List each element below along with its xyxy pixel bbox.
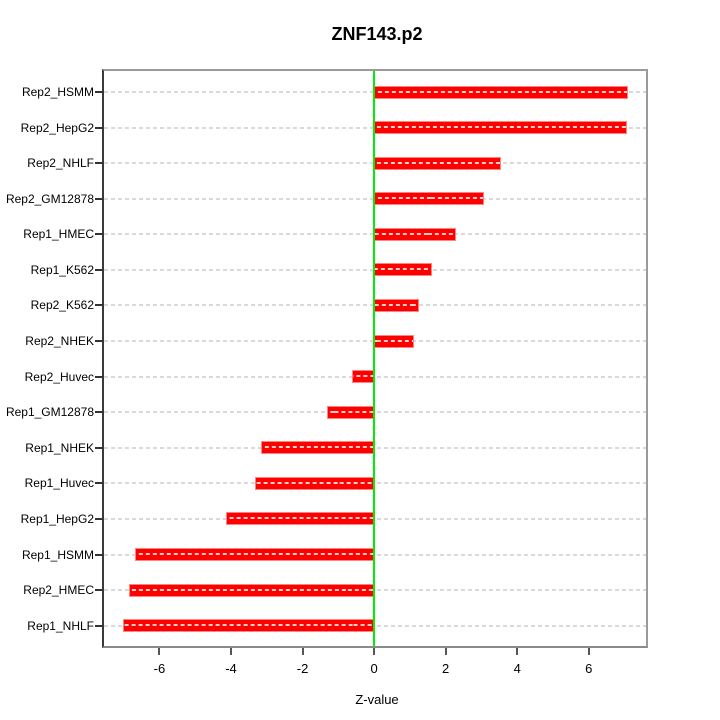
- bar: [374, 122, 626, 134]
- bar: [262, 442, 375, 454]
- y-tick-mark: [95, 589, 103, 592]
- x-tick-mark: [158, 648, 161, 655]
- y-axis-label: Rep1_NHEK: [25, 440, 94, 455]
- bar: [124, 620, 375, 632]
- x-tick-mark: [516, 648, 519, 655]
- bar: [374, 228, 455, 240]
- bar-dash-pattern: [374, 126, 626, 129]
- y-tick-mark: [95, 517, 103, 520]
- y-axis-label: Rep1_NHLF: [27, 618, 94, 633]
- bar-dash-pattern: [374, 339, 414, 342]
- y-axis-label: Rep1_HSMM: [21, 547, 94, 562]
- x-tick-mark: [230, 648, 232, 655]
- y-axis-label: Rep2_GM12878: [5, 191, 94, 206]
- y-tick-mark: [95, 624, 103, 627]
- bar-dash-pattern: [374, 232, 455, 235]
- zero-line: [373, 71, 376, 646]
- x-tick-label: 0: [370, 661, 378, 676]
- y-tick-mark: [95, 340, 103, 343]
- bar-dash-pattern: [124, 624, 375, 627]
- y-axis-label: Rep1_HMEC: [23, 227, 94, 242]
- x-tick-label: 6: [585, 661, 593, 676]
- bar-dash-pattern: [256, 481, 375, 484]
- bar-dash-pattern: [262, 446, 375, 449]
- y-tick-mark: [95, 197, 103, 200]
- bar-dash-pattern: [352, 375, 375, 378]
- y-tick-mark: [95, 233, 103, 236]
- bar: [374, 299, 419, 311]
- y-axis-label: Rep2_K562: [30, 298, 94, 313]
- y-tick-mark: [95, 162, 103, 165]
- y-axis-label: Rep1_Huvec: [24, 476, 94, 491]
- bar: [256, 477, 375, 489]
- y-tick-mark: [95, 126, 103, 129]
- y-tick-mark: [95, 482, 103, 485]
- bar: [327, 406, 375, 418]
- x-tick-label: -2: [296, 661, 309, 676]
- bar-dash-pattern: [374, 268, 431, 271]
- x-tick-mark: [373, 648, 376, 655]
- x-tick-label: 2: [442, 661, 450, 676]
- x-axis-title: Z-value: [355, 692, 399, 707]
- y-axis-label: Rep1_K562: [30, 262, 94, 277]
- y-axis-label: Rep2_HMEC: [23, 583, 94, 598]
- chart-title: ZNF143.p2: [331, 24, 423, 44]
- bar: [130, 584, 375, 596]
- y-tick-mark: [95, 268, 103, 271]
- bar-dash-pattern: [227, 517, 375, 520]
- bar-dash-pattern: [130, 588, 375, 591]
- y-axis-label: Rep1_GM12878: [5, 405, 94, 420]
- x-tick-mark: [444, 648, 447, 655]
- y-tick-mark: [95, 91, 103, 93]
- bar-dash-pattern: [374, 161, 501, 164]
- bar: [374, 264, 431, 276]
- bar: [374, 157, 501, 169]
- bar: [374, 335, 414, 347]
- y-axis-label: Rep2_Huvec: [24, 369, 94, 384]
- x-tick-mark: [301, 648, 304, 655]
- y-axis-label: Rep2_NHEK: [25, 334, 94, 349]
- y-tick-mark: [95, 411, 103, 414]
- x-tick-mark: [587, 648, 590, 655]
- y-axis-label: Rep2_HepG2: [20, 120, 94, 135]
- bar-dash-pattern: [374, 303, 419, 306]
- x-tick-label: 4: [513, 661, 521, 676]
- bar: [374, 193, 483, 205]
- bar: [136, 549, 375, 561]
- y-tick-mark: [95, 446, 103, 449]
- x-tick-label: -6: [153, 661, 166, 676]
- y-tick-mark: [95, 304, 103, 307]
- plot-panel: [102, 69, 648, 648]
- bar-dash-pattern: [136, 553, 375, 556]
- bar-dash-pattern: [327, 410, 375, 413]
- y-tick-mark: [95, 553, 103, 556]
- bar-dash-pattern: [374, 90, 628, 93]
- y-axis-label: Rep2_HSMM: [21, 85, 94, 99]
- bar: [374, 86, 628, 98]
- y-tick-mark: [95, 375, 103, 378]
- bar: [352, 371, 375, 383]
- x-tick-label: -4: [225, 661, 237, 676]
- y-axis-label: Rep2_NHLF: [27, 156, 94, 171]
- bar-dash-pattern: [374, 197, 483, 200]
- y-axis-label: Rep1_HepG2: [20, 511, 94, 526]
- bar: [227, 513, 375, 525]
